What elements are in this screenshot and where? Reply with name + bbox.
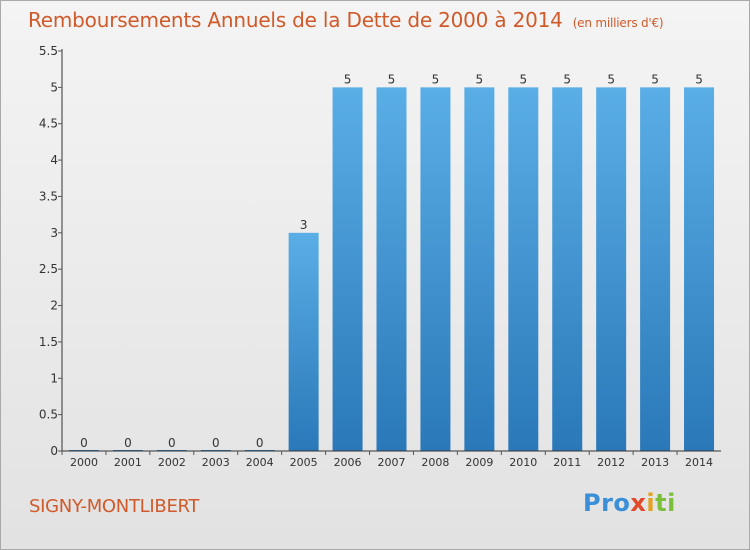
data-label-2002: 0 (168, 436, 176, 450)
y-tick-label: 4 (50, 153, 58, 167)
y-tick-label: 5 (50, 80, 58, 94)
y-tick-label: 0 (50, 444, 58, 458)
data-label-2003: 0 (212, 436, 220, 450)
data-label-2010: 5 (519, 72, 527, 86)
proxiti-logo: Proxiti (583, 489, 676, 517)
y-tick-label: 5.5 (39, 44, 58, 58)
bar-2011 (552, 87, 583, 451)
data-label-2005: 3 (300, 218, 308, 232)
data-label-2011: 5 (563, 72, 571, 86)
bar-2005 (288, 232, 319, 451)
data-label-2007: 5 (388, 72, 396, 86)
x-tick-label-2013: 2013 (641, 456, 669, 469)
data-label-2006: 5 (344, 72, 352, 86)
town-name: SIGNY-MONTLIBERT (29, 496, 200, 517)
bars: 0 0 0 0 0 3 5 5 5 5 5 5 5 5 5 (68, 72, 715, 451)
bar-2006 (332, 87, 363, 451)
x-tick-label-2009: 2009 (465, 456, 493, 469)
x-tick-label-2012: 2012 (597, 456, 625, 469)
x-tick-label-2011: 2011 (553, 456, 581, 469)
bar-2010 (508, 87, 539, 451)
x-tick-label-2007: 2007 (378, 456, 406, 469)
bar-2007 (376, 87, 407, 451)
data-label-2013: 5 (651, 72, 659, 86)
y-axis: 0 0.5 1 1.5 2 2.5 3 3.5 4 4.5 5 5.5 (39, 44, 63, 458)
y-tick-label: 0.5 (39, 408, 58, 422)
data-label-2008: 5 (432, 72, 440, 86)
y-tick-label: 2 (50, 299, 58, 313)
data-label-2001: 0 (124, 436, 132, 450)
bar-2012 (596, 87, 627, 451)
y-tick-label: 2.5 (39, 262, 58, 276)
bar-2014 (684, 87, 715, 451)
data-label-2009: 5 (476, 72, 484, 86)
data-label-2000: 0 (80, 436, 88, 450)
chart-title-text: Remboursements Annuels de la Dette de 20… (28, 8, 563, 32)
y-tick-label: 1 (50, 371, 58, 385)
x-tick-label-2014: 2014 (685, 456, 713, 469)
chart-title: Remboursements Annuels de la Dette de 20… (28, 8, 664, 32)
x-tick-label-2005: 2005 (290, 456, 318, 469)
bar-2009 (464, 87, 495, 451)
bar-2008 (420, 87, 451, 451)
x-tick-label-2000: 2000 (70, 456, 98, 469)
x-tick-label-2003: 2003 (202, 456, 230, 469)
data-label-2014: 5 (695, 72, 703, 86)
x-tick-label-2004: 2004 (246, 456, 274, 469)
data-label-2012: 5 (607, 72, 615, 86)
chart-unit: (en milliers d'€) (572, 16, 664, 30)
bar-2013 (640, 87, 671, 451)
x-tick-label-2010: 2010 (509, 456, 537, 469)
y-tick-label: 3 (50, 226, 58, 240)
x-tick-label-2006: 2006 (334, 456, 362, 469)
y-tick-label: 3.5 (39, 189, 58, 203)
x-tick-label-2008: 2008 (421, 456, 449, 469)
y-tick-label: 4.5 (39, 117, 58, 131)
x-axis: 2000 2001 2002 2003 2004 2005 2006 2007 2008 2009… (61, 450, 721, 469)
x-tick-label-2001: 2001 (114, 456, 142, 469)
y-tick-label: 1.5 (39, 335, 58, 349)
data-label-2004: 0 (256, 436, 264, 450)
x-tick-label-2002: 2002 (158, 456, 186, 469)
